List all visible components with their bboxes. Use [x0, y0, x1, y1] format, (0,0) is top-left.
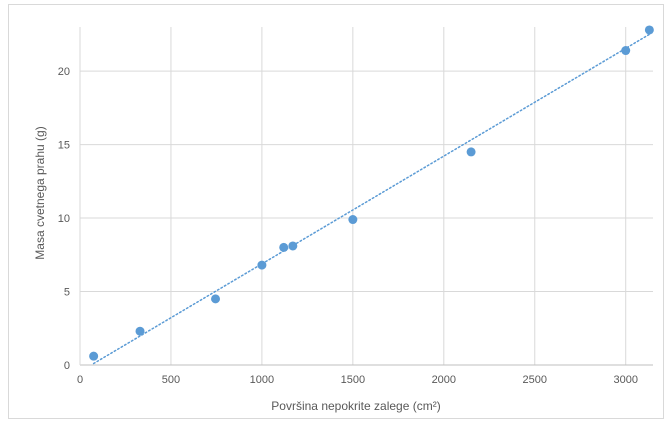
gridlines: [80, 27, 653, 365]
x-tick-label: 500: [162, 374, 180, 386]
x-tick-label: 1500: [341, 374, 365, 386]
y-tick-label: 0: [64, 360, 70, 372]
x-tick-label: 3000: [613, 374, 637, 386]
trendline: [92, 33, 651, 365]
y-tick-label: 20: [58, 66, 70, 78]
y-tick-label: 15: [58, 140, 70, 152]
data-point: [288, 241, 298, 251]
y-tick-label: 5: [64, 287, 70, 299]
x-axis-title: Površina nepokrite zalege (cm²): [271, 399, 440, 413]
data-points: [89, 25, 654, 361]
data-point: [211, 294, 221, 304]
data-point: [135, 326, 145, 336]
x-tick-label: 2500: [523, 374, 547, 386]
x-tick-label: 1000: [250, 374, 274, 386]
data-point: [348, 215, 358, 225]
data-point: [89, 351, 99, 361]
data-point: [279, 242, 289, 252]
data-point: [466, 147, 476, 157]
data-point: [621, 46, 631, 56]
tick-labels: 0 500 1000 1500 2000 2500 3000 0 5 10 15 20: [58, 66, 638, 386]
y-axis-title: Masa cvetnega prahu (g): [33, 126, 47, 259]
x-tick-label: 2000: [432, 374, 456, 386]
data-point: [644, 25, 654, 35]
x-tick-label: 0: [77, 374, 83, 386]
axes: [79, 27, 653, 366]
y-tick-label: 10: [58, 213, 70, 225]
trendline-group: [92, 33, 651, 365]
data-point: [257, 260, 267, 270]
